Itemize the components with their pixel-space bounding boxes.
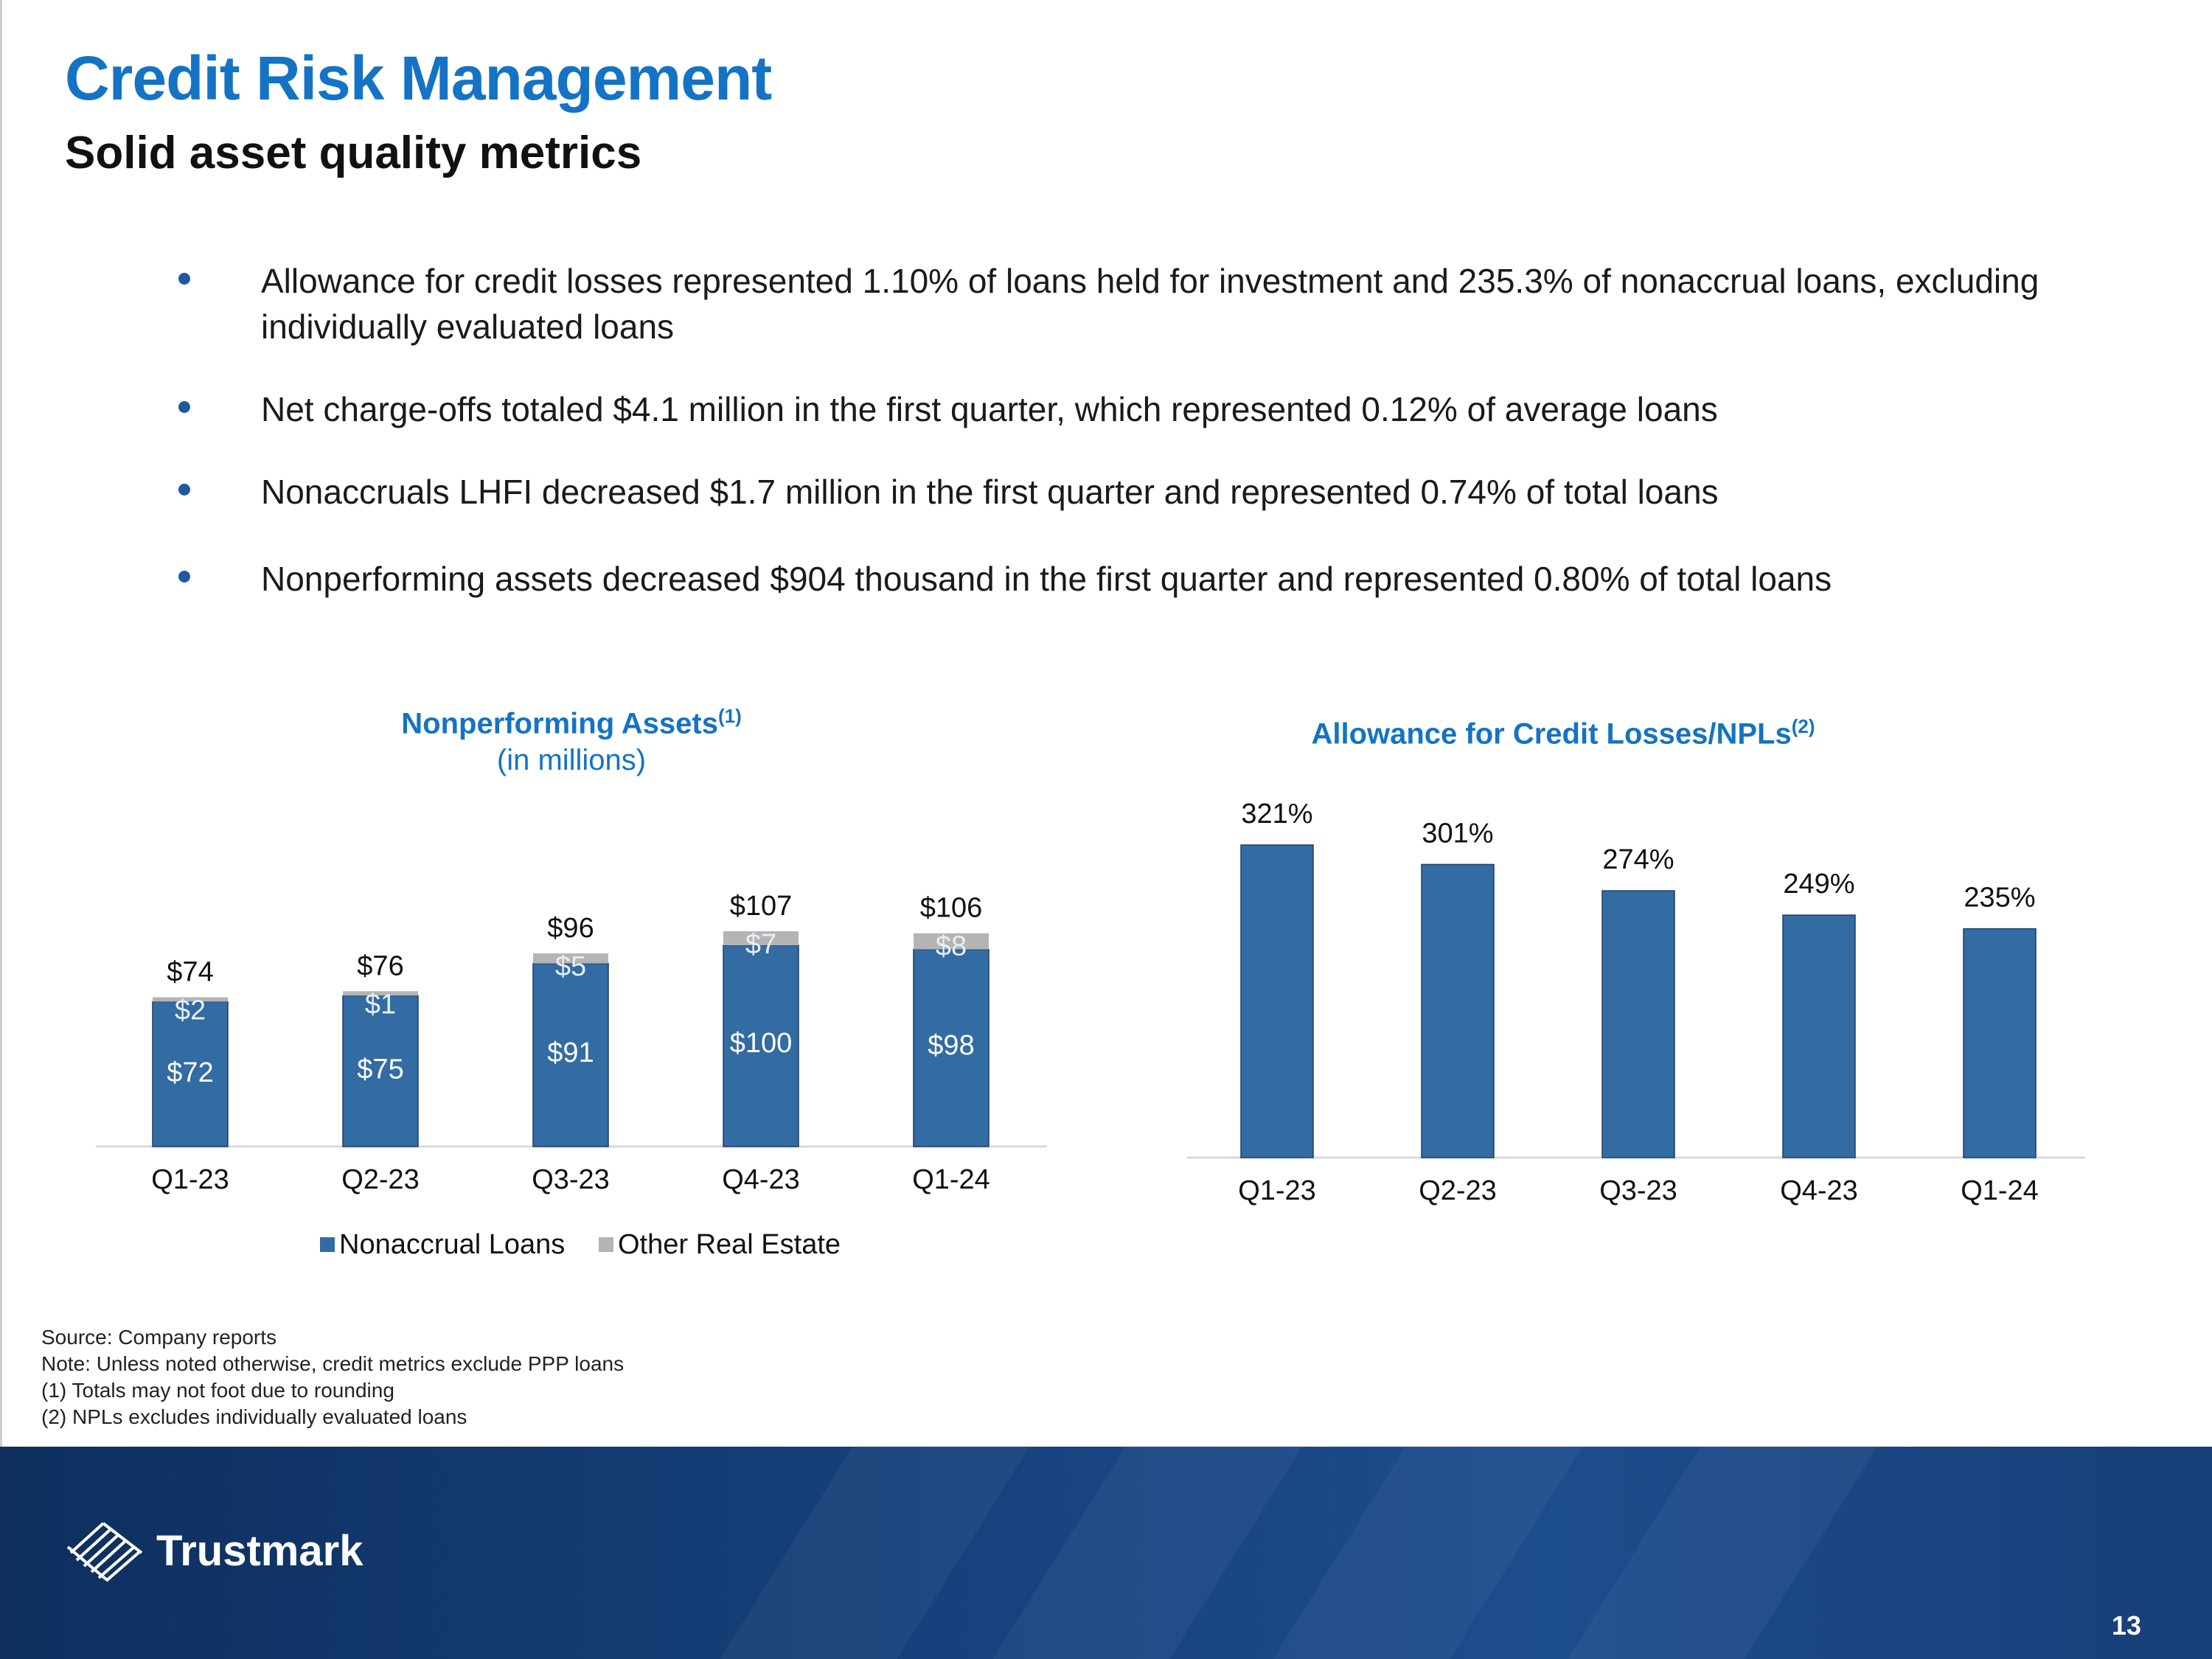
allowance-npl-chart: 321% Q1-23 301% Q2-23 274% Q3-23 249% Q4-23 235%… [1187, 799, 2085, 1206]
footnote-source: Source: Company reports [41, 1326, 277, 1349]
footer-stripe [1525, 1447, 1896, 1659]
acl-category-label: Q1-24 [1961, 1175, 2039, 1206]
page-title: Credit Risk Management [65, 44, 772, 113]
npa-category-label: Q1-24 [912, 1164, 990, 1195]
footer-stripe [1230, 1447, 1601, 1659]
acl-value-label: 274% [1602, 844, 1674, 875]
page-subtitle: Solid asset quality metrics [65, 128, 642, 178]
npa-total-label: $76 [357, 950, 403, 981]
bullet-text: Net charge-offs totaled $4.1 million in … [261, 390, 1718, 428]
npa-chart-subtitle: (in millions) [496, 744, 647, 777]
acl-chart-title-text: Allowance for Credit Losses/NPLs [1311, 717, 1792, 751]
npa-label-nonaccrual: $98 [928, 1030, 974, 1061]
npa-bar-nonaccrual [532, 962, 609, 1147]
npa-category-label: Q2-23 [341, 1164, 420, 1195]
bullet-item: Nonaccruals LHFI decreased $1.7 million … [174, 469, 2062, 515]
bullet-item: Nonperforming assets decreased $904 thou… [174, 556, 2062, 602]
acl-value-label: 321% [1241, 799, 1312, 830]
bullet-text: Nonaccruals LHFI decreased $1.7 million … [261, 473, 1719, 511]
acl-bar [1782, 914, 1856, 1158]
nonperforming-assets-chart: $72 $2 $74 Q1-23 $75 $1 $76 Q2-23 $91 $5 $96 Q3-23 $… [96, 891, 1047, 1260]
npa-label-other-real-estate: $5 [555, 951, 586, 982]
npa-label-other-real-estate: $2 [175, 995, 206, 1026]
npa-bar-other-real-estate [153, 997, 228, 1002]
npa-total-label: $74 [167, 957, 213, 988]
npa-label-other-real-estate: $8 [936, 931, 967, 962]
footer-band: Trustmark [0, 1447, 2212, 1659]
acl-value-label: 249% [1783, 869, 1854, 900]
brand-name: Trustmark [156, 1526, 364, 1575]
npa-label-nonaccrual: $100 [730, 1028, 793, 1059]
bullet-dot [178, 571, 190, 582]
npa-total-label: $106 [920, 893, 983, 924]
bullet-text: Nonperforming assets decreased $904 thou… [261, 560, 1832, 598]
npa-bar-nonaccrual [152, 1001, 229, 1147]
npa-label-nonaccrual: $91 [547, 1037, 594, 1068]
acl-category-label: Q3-23 [1599, 1175, 1677, 1206]
legend-label-nonaccrual: Nonaccrual Loans [339, 1229, 565, 1260]
footnote-2: (2) NPLs excludes individually evaluated… [41, 1405, 467, 1428]
bullet-dot [178, 401, 190, 413]
footnote-1: (1) Totals may not foot due to rounding [41, 1379, 394, 1402]
footer-stripe [677, 1447, 1048, 1659]
footnotes: Source: Company reports Note: Unless not… [41, 1324, 624, 1430]
bullet-dot [178, 484, 190, 495]
npa-label-other-real-estate: $1 [365, 989, 396, 1020]
npa-chart-title-footnote: (1) [717, 705, 742, 727]
page-number: 13 [2111, 1610, 2141, 1641]
acl-chart-title-footnote: (2) [1791, 715, 1815, 737]
npa-chart-title-text: Nonperforming Assets [401, 707, 718, 740]
footnote-note: Note: Unless noted otherwise, credit met… [41, 1352, 625, 1375]
legend-swatch-other-real-estate [599, 1237, 613, 1252]
npa-bar-nonaccrual [913, 948, 990, 1147]
npa-chart-title: Nonperforming Assets(1) (in millions) [350, 698, 793, 779]
bullet-dot [178, 273, 190, 285]
acl-value-label: 235% [1964, 883, 2035, 914]
acl-category-label: Q4-23 [1780, 1175, 1858, 1206]
acl-category-label: Q2-23 [1419, 1175, 1497, 1206]
legend-swatch-nonaccrual [320, 1237, 335, 1252]
npa-bar-nonaccrual [342, 995, 419, 1147]
npa-bar-other-real-estate [723, 931, 799, 946]
acl-bar [1421, 863, 1495, 1158]
bullet-item: Net charge-offs totaled $4.1 million in … [174, 386, 2062, 432]
npa-label-nonaccrual: $72 [167, 1057, 213, 1088]
bullet-item: Allowance for credit losses represented … [174, 258, 2062, 349]
npa-bar-other-real-estate [914, 933, 989, 950]
acl-bar [1963, 928, 2037, 1158]
bullet-list: Allowance for credit losses represented … [174, 258, 2062, 639]
acl-category-label: Q1-23 [1238, 1175, 1316, 1206]
npa-label-other-real-estate: $7 [745, 929, 776, 960]
npa-bar-nonaccrual [723, 945, 799, 1147]
bullet-text: Allowance for credit losses represented … [261, 262, 2039, 346]
trustmark-logo-icon [66, 1522, 143, 1582]
legend-label-other-real-estate: Other Real Estate [618, 1229, 841, 1260]
acl-bar [1601, 890, 1675, 1158]
npa-category-label: Q4-23 [722, 1164, 800, 1195]
npa-bar-other-real-estate [343, 991, 418, 996]
trustmark-logo: Trustmark [65, 1517, 363, 1584]
acl-chart-title: Allowance for Credit Losses/NPLs(2) [1268, 708, 1858, 752]
npa-label-nonaccrual: $75 [357, 1054, 403, 1085]
npa-category-label: Q3-23 [532, 1164, 610, 1195]
acl-value-label: 301% [1422, 818, 1493, 849]
npa-category-label: Q1-23 [151, 1164, 229, 1195]
acl-bar [1240, 844, 1314, 1158]
npa-total-label: $96 [547, 913, 594, 944]
npa-bar-other-real-estate [533, 953, 608, 964]
left-edge-rule [0, 0, 2, 1447]
npa-total-label: $107 [730, 891, 793, 922]
